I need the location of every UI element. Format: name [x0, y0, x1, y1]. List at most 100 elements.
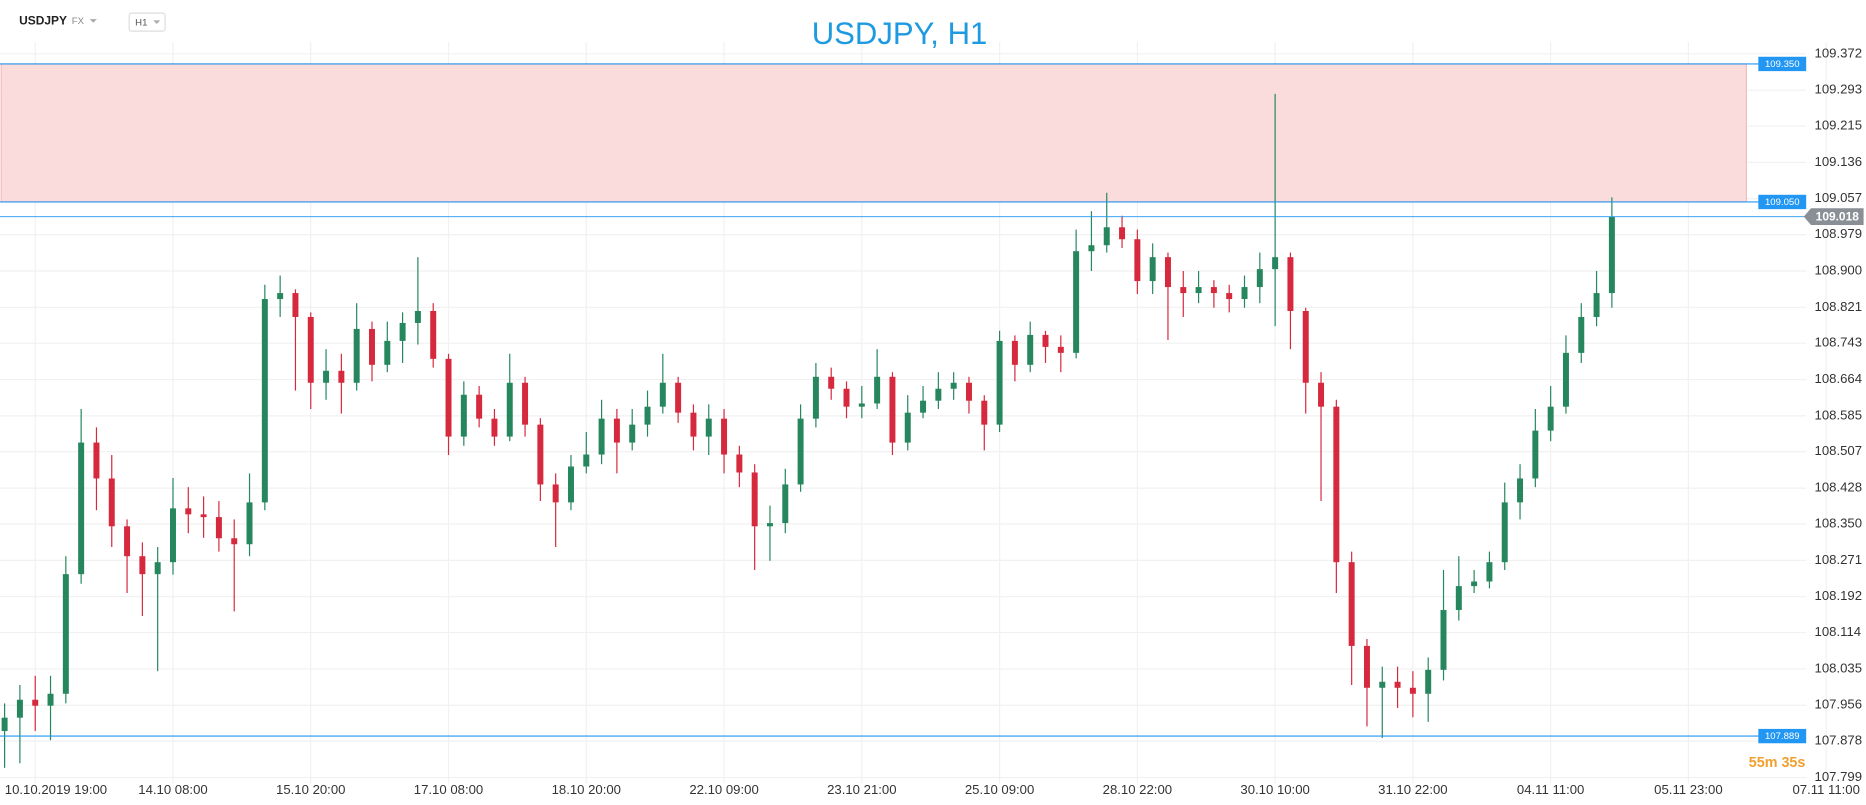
candle-body [935, 388, 942, 401]
candle-body [613, 418, 620, 443]
y-tick-label: 108.585 [1815, 407, 1863, 422]
chart-title: USDJPY, H1 [812, 16, 988, 51]
x-tick-label: 04.11 11:00 [1517, 782, 1584, 797]
candle-body [1348, 562, 1355, 646]
x-tick-label: 18.10 20:00 [552, 782, 621, 797]
candle-body [797, 418, 804, 485]
y-tick-label: 109.136 [1815, 154, 1863, 169]
candle-body [1164, 257, 1171, 288]
candle-body [690, 412, 697, 437]
x-tick-label: 05.11 23:00 [1654, 782, 1722, 797]
candle-body [1593, 293, 1600, 317]
symbol[interactable]: USDJPY [19, 14, 67, 28]
candle-body [1119, 227, 1126, 240]
candle-body [491, 418, 498, 437]
candle-body [1226, 293, 1233, 300]
y-tick-label: 108.114 [1815, 624, 1862, 639]
candle-body [430, 310, 437, 359]
candle-body [598, 418, 605, 455]
y-tick-label: 109.057 [1815, 190, 1863, 205]
candle-body [1149, 257, 1156, 282]
candle-body [231, 538, 238, 545]
candle-body [1425, 669, 1432, 694]
candle-body [384, 340, 391, 365]
x-tick-label: 07.11 11:00 [1792, 782, 1859, 797]
candle-body [1088, 245, 1095, 252]
candle-body [1256, 269, 1263, 288]
candle-body [1210, 287, 1217, 294]
level-tag [1758, 194, 1807, 210]
y-tick-label: 107.799 [1815, 769, 1863, 784]
candle-body [1241, 287, 1248, 300]
candle-body [185, 508, 192, 515]
candle-body [537, 424, 544, 485]
candle-body [567, 466, 574, 503]
candle-body [169, 508, 176, 563]
candle-body [1073, 251, 1080, 353]
last-price-label: 109.018 [1816, 209, 1860, 223]
x-tick-label: 30.10 10:00 [1240, 782, 1309, 797]
candle-body [828, 376, 835, 389]
candle-body [1027, 334, 1034, 365]
y-tick-label: 108.507 [1815, 443, 1863, 458]
countdown: 55m 35s [1749, 755, 1806, 771]
candle-body [1, 717, 8, 732]
y-tick-label: 107.878 [1815, 733, 1863, 748]
toolbar: USDJPY FX H1 [19, 12, 166, 32]
candle-body [1547, 406, 1554, 431]
candle-body [721, 418, 728, 455]
candle-body [1195, 287, 1202, 294]
candle-body [1394, 681, 1401, 688]
candle-body [1103, 227, 1110, 246]
last-price-tag [1803, 208, 1864, 226]
y-tick-label: 108.350 [1815, 515, 1863, 530]
x-tick-label: 31.10 22:00 [1378, 782, 1447, 797]
level-label: 109.050 [1765, 197, 1800, 208]
candle-body [338, 370, 345, 383]
timeframe-box[interactable] [128, 12, 166, 32]
candle-body [920, 400, 927, 413]
candle-body [1011, 340, 1018, 365]
timeframe[interactable]: H1 [135, 17, 147, 28]
candle-body [1042, 334, 1049, 347]
candle-body [1134, 239, 1141, 282]
candle-body [353, 328, 360, 383]
candle-body [812, 376, 819, 419]
candle-body [705, 418, 712, 437]
candle-body [629, 424, 636, 443]
axis: 107.799 107.878 107.956 108.035 108.114 108.1… [5, 45, 1864, 797]
candle-body [583, 454, 590, 467]
candle-body [460, 394, 467, 437]
candle-body [368, 328, 375, 365]
candle-body [1501, 502, 1508, 563]
y-tick-label: 108.979 [1815, 226, 1863, 241]
level-label: 107.889 [1765, 731, 1800, 742]
candle-body [307, 316, 314, 383]
candle-body [200, 514, 207, 518]
candle-body [277, 293, 284, 300]
y-tick-label: 107.956 [1815, 697, 1863, 712]
candle-body [1180, 287, 1187, 294]
candle-body [904, 412, 911, 443]
plot [0, 63, 1807, 768]
candle-body [1440, 610, 1447, 670]
x-tick-label: 10.10.2019 19:00 [5, 782, 107, 797]
candle-body [32, 699, 39, 706]
candle-body [965, 382, 972, 401]
candle-body [751, 472, 758, 527]
candle-body [47, 693, 54, 706]
candle-body [552, 484, 559, 503]
candle-body [1562, 352, 1569, 407]
candle-body [16, 699, 23, 718]
y-tick-label: 108.192 [1815, 588, 1863, 603]
y-tick-label: 108.428 [1815, 480, 1863, 495]
level-label: 109.350 [1765, 59, 1800, 70]
candle-body [1287, 257, 1294, 311]
candle-body [1578, 316, 1585, 353]
candle-body [246, 502, 253, 545]
y-tick-label: 108.271 [1815, 552, 1863, 567]
candle-body [62, 574, 69, 694]
candle-body [1302, 310, 1309, 383]
candle-body [874, 376, 881, 404]
candle-body [889, 376, 896, 443]
